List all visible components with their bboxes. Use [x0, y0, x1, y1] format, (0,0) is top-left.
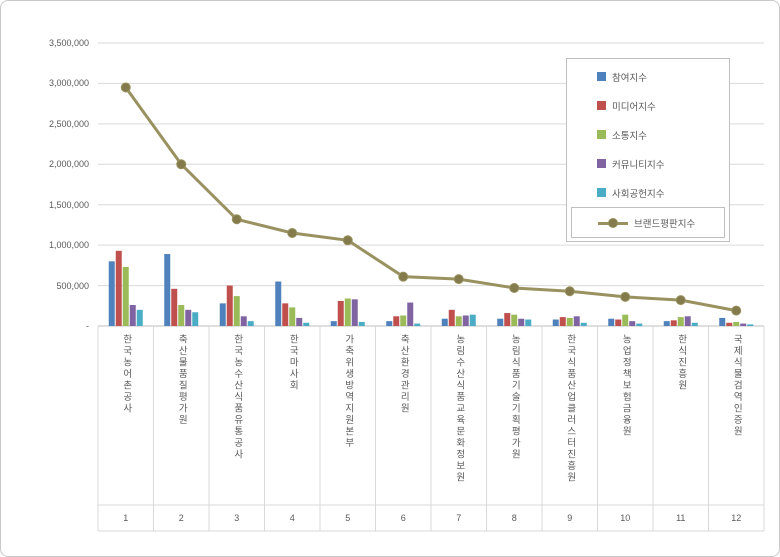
- bar: [122, 266, 129, 326]
- bar: [247, 321, 254, 326]
- bar: [303, 322, 310, 326]
- legend-item-media-index: 미디어지수: [567, 91, 729, 120]
- bar: [386, 321, 393, 326]
- bar: [455, 316, 462, 326]
- bar: [566, 317, 573, 326]
- bar: [282, 303, 289, 326]
- line-marker: [731, 305, 742, 316]
- bar: [552, 319, 559, 326]
- bar: [414, 323, 421, 326]
- bar: [747, 324, 754, 326]
- bar: [733, 321, 740, 326]
- line-marker: [564, 286, 575, 297]
- bar: [164, 254, 171, 326]
- line-marker: [231, 214, 242, 225]
- bar: [511, 314, 518, 326]
- bar: [178, 304, 185, 326]
- bar: [192, 312, 199, 326]
- bar: [518, 318, 525, 326]
- bar: [358, 321, 365, 326]
- bar: [441, 318, 448, 326]
- bar: [580, 322, 587, 326]
- bar: [393, 316, 400, 326]
- bar: [129, 304, 136, 326]
- bar: [670, 320, 677, 326]
- bar: [525, 319, 532, 326]
- legend-label: 브랜드평판지수: [634, 218, 696, 230]
- brand-reputation-line-marker-icon: [598, 217, 628, 228]
- participation-index-swatch-icon: [597, 72, 606, 81]
- bar: [497, 318, 504, 326]
- bar: [289, 307, 296, 326]
- bar: [351, 299, 358, 326]
- bar: [407, 302, 414, 326]
- bar: [677, 317, 684, 326]
- legend-label: 사회공헌지수: [612, 188, 665, 200]
- bar: [719, 317, 726, 326]
- bar: [185, 309, 192, 326]
- legend: 참여지수 미디어지수 소통지수 커뮤니티지수 사회공헌지수 브랜드평판지수: [566, 58, 730, 242]
- bar: [622, 314, 629, 326]
- bar: [219, 303, 226, 326]
- bar: [275, 281, 282, 326]
- bar: [400, 315, 407, 326]
- line-marker: [398, 271, 409, 282]
- bar: [726, 322, 733, 326]
- community-index-swatch-icon: [597, 159, 606, 168]
- bar: [233, 296, 240, 326]
- bar: [330, 321, 337, 326]
- legend-label: 소통지수: [612, 130, 647, 142]
- bar: [296, 317, 303, 326]
- line-marker: [287, 228, 298, 239]
- legend-item-brand-reputation-index: 브랜드평판지수: [571, 207, 725, 238]
- legend-label: 미디어지수: [612, 101, 656, 113]
- line-marker: [620, 291, 631, 302]
- bar: [226, 285, 233, 326]
- communication-index-swatch-icon: [597, 130, 606, 139]
- legend-item-participation-index: 참여지수: [567, 62, 729, 91]
- bar: [559, 317, 566, 326]
- line-marker: [509, 282, 520, 293]
- bar: [171, 288, 178, 326]
- brand-reputation-line: [124, 86, 737, 313]
- bar: [608, 318, 615, 326]
- line-marker: [120, 82, 131, 93]
- bar: [469, 314, 476, 326]
- bar: [337, 300, 344, 326]
- bar: [684, 316, 691, 326]
- legend-item-communication-index: 소통지수: [567, 120, 729, 149]
- bar: [448, 309, 455, 326]
- legend-label: 참여지수: [612, 72, 647, 84]
- social-contribution-index-swatch-icon: [597, 188, 606, 197]
- bar: [344, 298, 351, 326]
- bar: [240, 316, 247, 326]
- bar: [691, 322, 698, 326]
- legend-item-social-contribution-index: 사회공헌지수: [567, 178, 729, 207]
- bar: [663, 321, 670, 326]
- line-marker: [176, 159, 187, 170]
- bar: [740, 323, 747, 326]
- bar: [136, 309, 143, 326]
- bar: [636, 323, 643, 326]
- line-marker: [453, 274, 464, 285]
- bar: [629, 321, 636, 326]
- bar: [108, 261, 115, 326]
- legend-label: 커뮤니티지수: [612, 159, 665, 171]
- bar: [462, 315, 469, 326]
- line-marker: [342, 235, 353, 246]
- bar: [615, 319, 622, 326]
- media-index-swatch-icon: [597, 101, 606, 110]
- legend-item-community-index: 커뮤니티지수: [567, 149, 729, 178]
- line-marker: [675, 295, 686, 306]
- bar: [573, 316, 580, 326]
- bar: [115, 250, 122, 326]
- bar: [504, 313, 511, 326]
